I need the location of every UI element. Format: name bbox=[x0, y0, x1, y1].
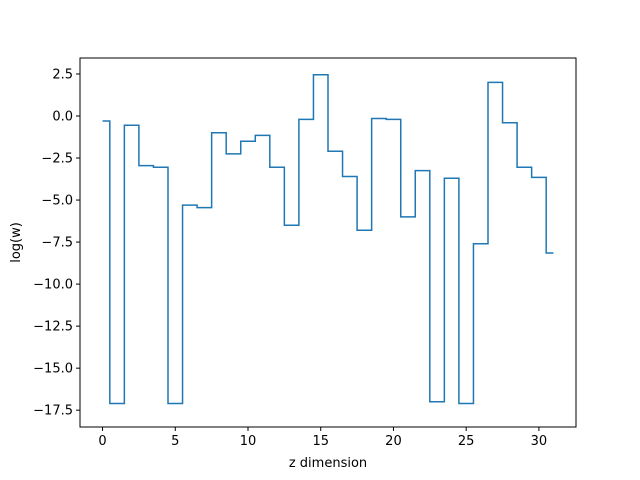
y-tick-label: −7.5 bbox=[41, 236, 73, 251]
series-line bbox=[102, 74, 554, 405]
y-tick-label: 2.5 bbox=[52, 67, 73, 82]
y-tick-label: −10.0 bbox=[33, 278, 73, 293]
x-tick-label: 15 bbox=[312, 434, 329, 449]
plot-frame bbox=[79, 57, 577, 428]
x-tick-label: 30 bbox=[531, 434, 548, 449]
y-axis-label: log(w) bbox=[9, 222, 24, 263]
x-tick-label: 25 bbox=[458, 434, 475, 449]
y-tick-label: −15.0 bbox=[33, 362, 73, 377]
x-tick-label: 20 bbox=[385, 434, 402, 449]
y-axis-ticks: 2.5 0.0 −2.5 −5.0 −7.5 −10.0 −12.5 −15.0 −17.5 bbox=[33, 67, 80, 419]
y-tick-label: −12.5 bbox=[33, 320, 73, 335]
y-tick-label: 0.0 bbox=[52, 109, 73, 124]
y-tick-label: −5.0 bbox=[41, 194, 73, 209]
x-tick-label: 10 bbox=[240, 434, 257, 449]
x-axis-ticks: 0 5 10 15 20 25 30 bbox=[98, 427, 547, 449]
x-tick-label: 0 bbox=[98, 434, 106, 449]
x-tick-label: 5 bbox=[171, 434, 179, 449]
y-tick-label: −2.5 bbox=[41, 152, 73, 167]
x-axis-label: z dimension bbox=[289, 456, 367, 471]
y-tick-label: −17.5 bbox=[33, 404, 73, 419]
